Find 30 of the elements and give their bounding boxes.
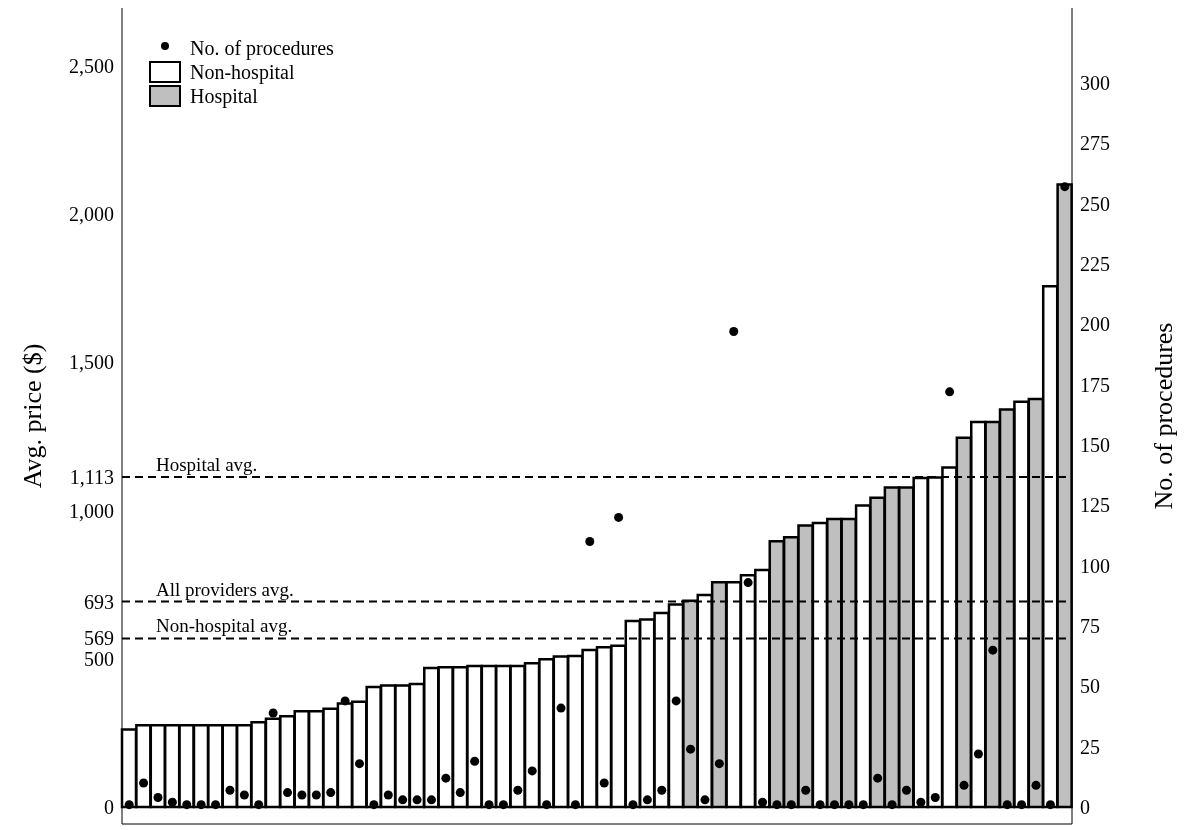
y-axis-title: Avg. price ($) [17, 343, 47, 489]
y-tick-label: 1,000 [69, 499, 114, 522]
y2-tick-label: 200 [1080, 313, 1110, 336]
y2-tick-label: 50 [1080, 675, 1100, 698]
y2-tick-label: 75 [1080, 615, 1100, 638]
y-tick-label: 2,000 [69, 203, 114, 226]
y2-tick-label: 125 [1080, 494, 1110, 517]
legend-label: Hospital [190, 84, 258, 108]
y-tick-label: 1,113 [69, 466, 114, 489]
y-tick-label: 0 [104, 796, 114, 819]
y-tick-label: 693 [84, 590, 114, 613]
y2-tick-label: 150 [1080, 434, 1110, 457]
y2-axis-title: No. of procedures [1148, 322, 1178, 510]
y-tick-label: 500 [84, 647, 114, 670]
ref-line-label: Hospital avg. [156, 454, 258, 476]
y2-tick-label: 275 [1080, 132, 1110, 155]
ref-line-label: All providers avg. [156, 578, 294, 600]
y2-tick-label: 225 [1080, 253, 1110, 276]
legend-label: Non-hospital [190, 60, 295, 84]
y-tick-label: 2,500 [69, 54, 114, 77]
y-tick-label: 569 [84, 627, 114, 650]
ref-line-label: Non-hospital avg. [156, 615, 293, 637]
y2-tick-label: 175 [1080, 373, 1110, 396]
y-tick-label: 1,500 [69, 351, 114, 374]
legend-label: No. of procedures [190, 36, 334, 60]
y2-tick-label: 0 [1080, 796, 1090, 819]
y2-tick-label: 25 [1080, 735, 1100, 758]
y2-tick-label: 100 [1080, 554, 1110, 577]
y2-tick-label: 250 [1080, 192, 1110, 215]
y2-tick-label: 300 [1080, 71, 1110, 94]
